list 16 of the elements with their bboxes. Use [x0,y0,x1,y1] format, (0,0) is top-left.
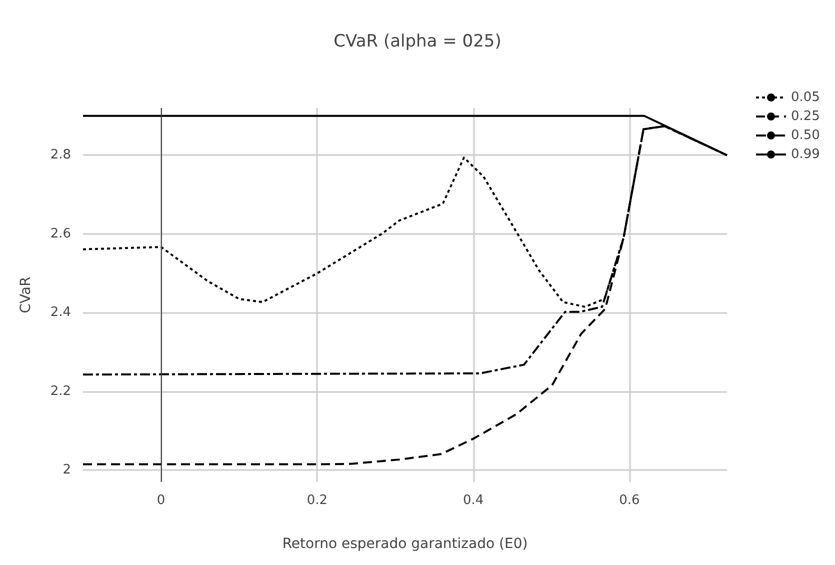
chart-title: CVaR (alpha = 025) [334,32,502,52]
y-tick-label: 2 [62,462,71,478]
legend-label: 0.99 [791,147,820,162]
x-axis-title: Retorno esperado garantizado (E0) [282,536,528,552]
x-tick-label: 0.2 [306,493,328,508]
x-tick-label: 0.4 [462,493,484,508]
y-tick-label: 2.6 [50,226,71,242]
y-tick-label: 2.4 [50,305,71,320]
legend-label: 0.25 [791,109,820,124]
legend-label: 0.05 [791,90,820,105]
y-axis-title: CVaR [18,276,34,314]
legend-label: 0.50 [791,128,820,143]
y-tick-label: 2.8 [50,148,71,163]
y-tick-label: 2.2 [50,384,71,399]
x-tick-label: 0.6 [619,493,640,508]
x-tick-label: 0 [156,493,166,508]
